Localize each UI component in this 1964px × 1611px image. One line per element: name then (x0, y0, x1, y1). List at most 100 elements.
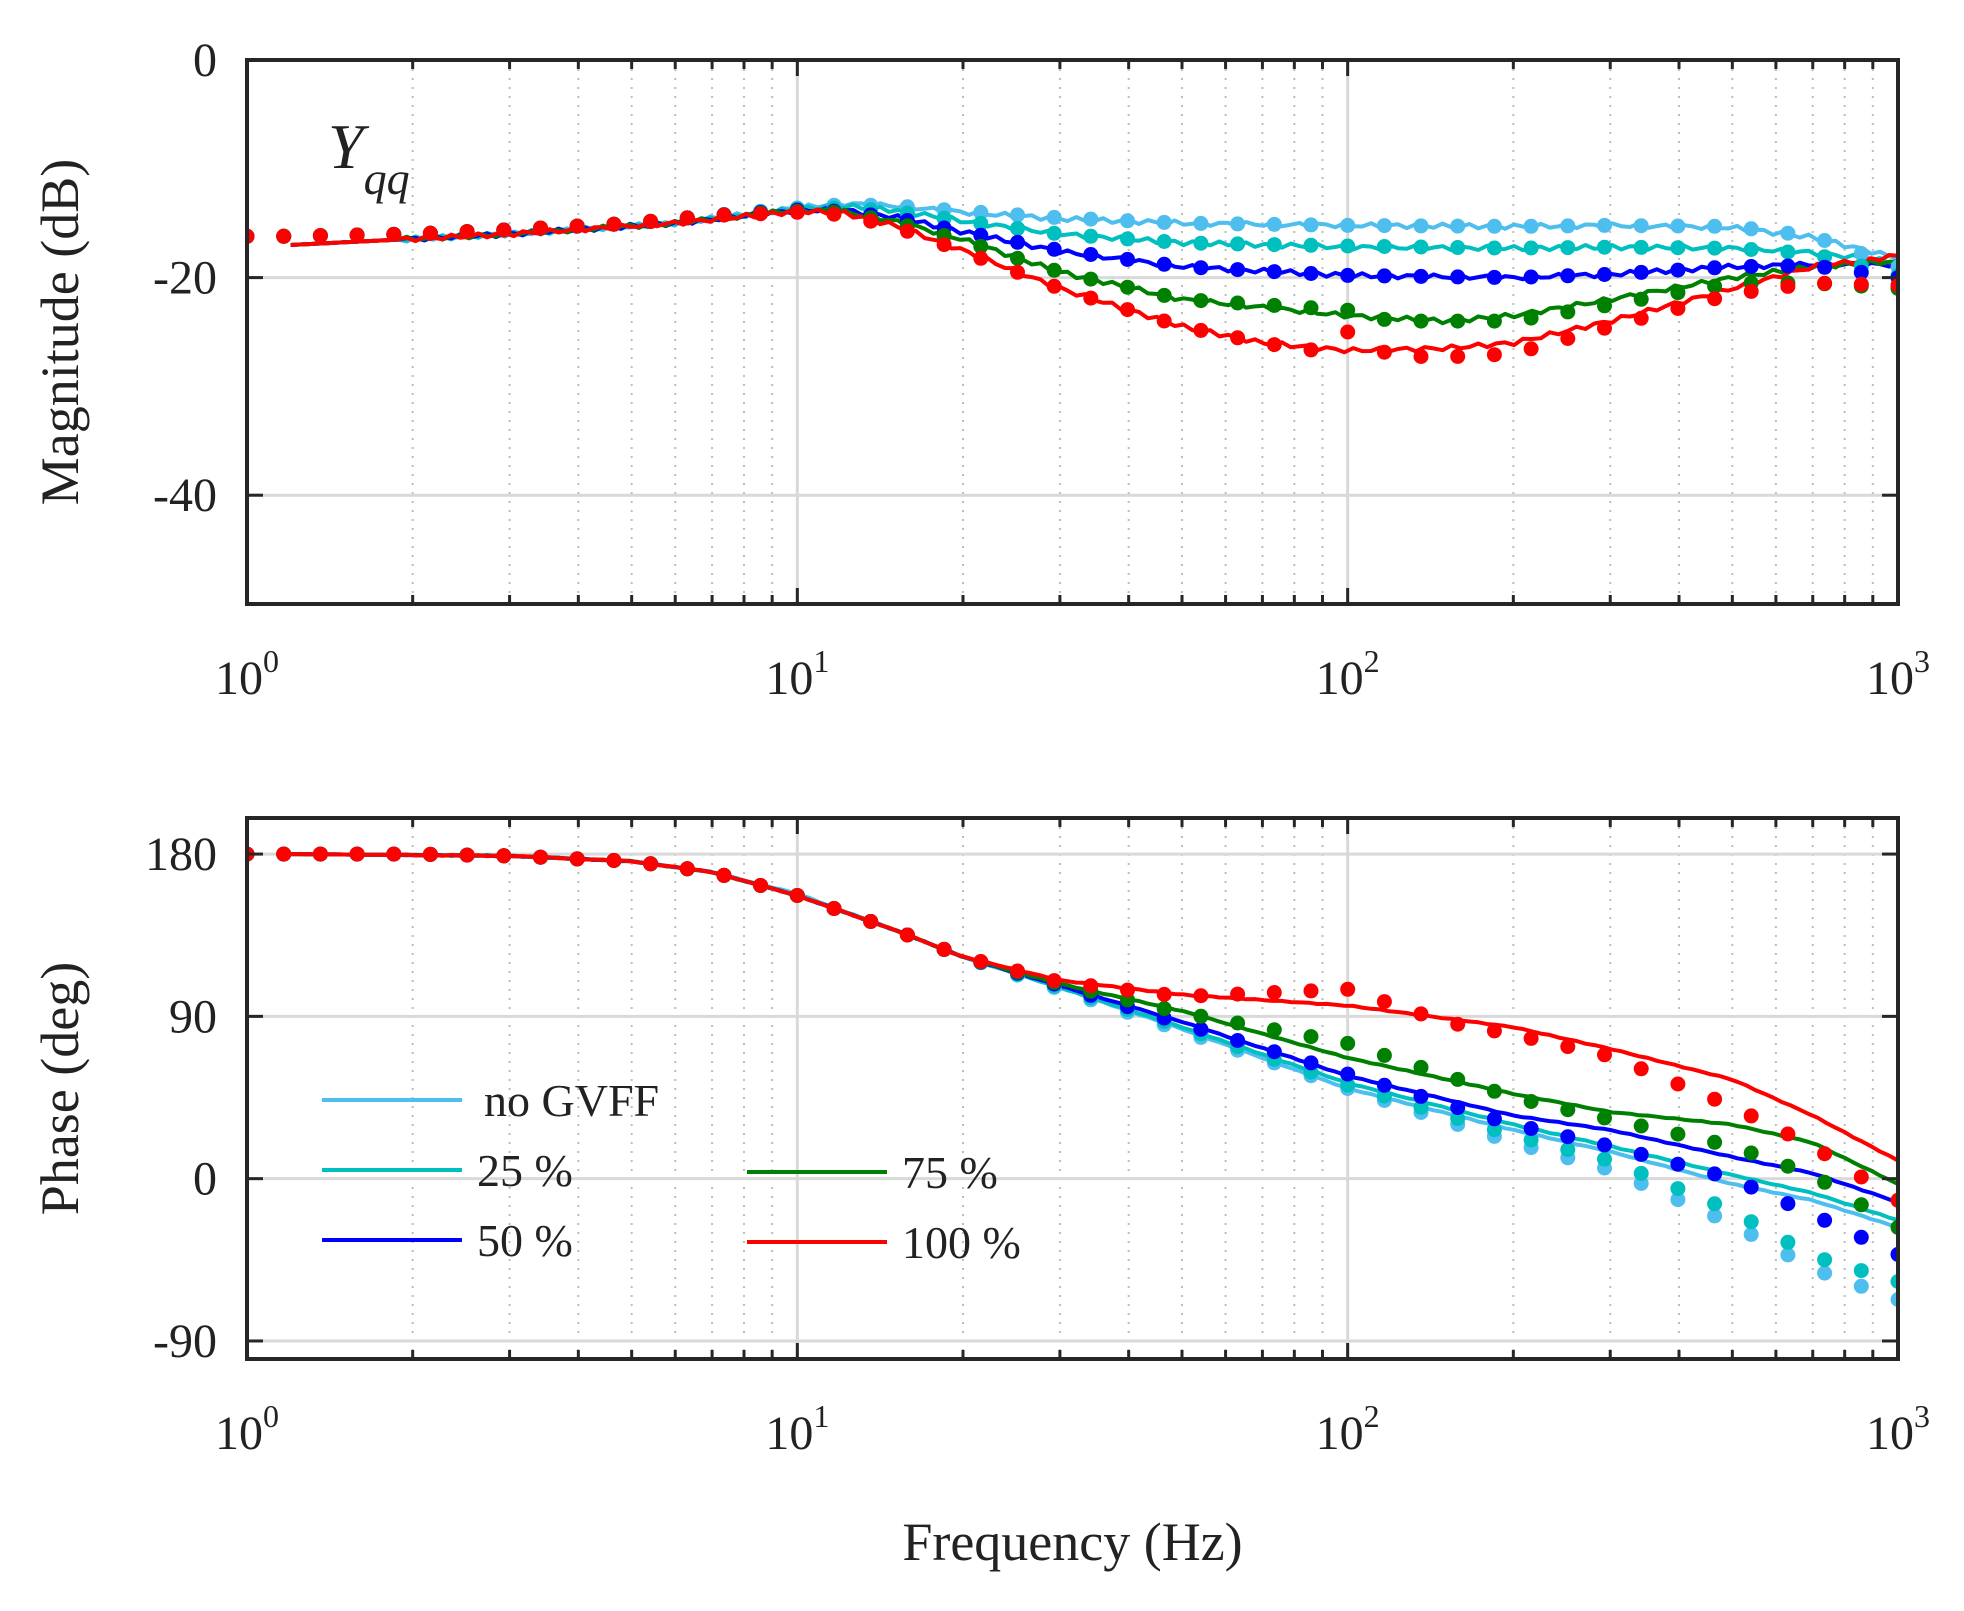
series-point-100 (386, 226, 402, 242)
series-point-100 (276, 228, 292, 244)
series-point-50 (1853, 264, 1869, 280)
series-point-25 (1817, 249, 1833, 265)
series-point-100 (422, 846, 438, 862)
x-tick-label: 102 (1316, 643, 1380, 705)
series-point-50 (1083, 247, 1099, 262)
series-point-no-gvff (1853, 246, 1869, 262)
series-point-75 (1597, 1110, 1612, 1126)
series-point-no-gvff (1486, 218, 1502, 234)
series-point-25 (1156, 234, 1172, 249)
series-point-100 (1010, 264, 1025, 280)
series-point-100 (1743, 283, 1759, 299)
series-point-50 (1156, 256, 1172, 272)
x-tick-label: 100 (215, 643, 279, 705)
series-point-50 (1597, 1137, 1612, 1153)
series-point-100 (1120, 302, 1135, 318)
series-point-25 (1597, 1151, 1612, 1167)
series-point-100 (1780, 278, 1796, 294)
series-point-no-gvff (1340, 217, 1356, 233)
series-point-25 (1193, 235, 1209, 251)
series-point-100 (1303, 342, 1319, 358)
axes-frame (245, 58, 1900, 606)
legend-label-no-gvff: no GVFF (484, 1075, 659, 1126)
annotation-label: Yqq (328, 111, 410, 204)
series-point-75 (1340, 1035, 1356, 1051)
series-point-100 (606, 216, 622, 232)
series-point-50 (1633, 264, 1649, 280)
series-point-no-gvff (1670, 218, 1686, 234)
series-point-no-gvff (1303, 217, 1319, 233)
series-point-100 (1707, 291, 1723, 307)
series-point-100 (1376, 994, 1392, 1010)
series-point-100 (973, 250, 989, 266)
series-point-100 (1303, 983, 1319, 999)
series-point-50 (1010, 234, 1025, 250)
series-point-100 (349, 846, 365, 862)
y-tick-label: -40 (153, 469, 217, 522)
series-point-50 (1743, 1179, 1759, 1195)
series-point-25 (1743, 242, 1759, 257)
x-tick-label: 102 (1316, 1398, 1380, 1460)
series-point-50 (1230, 262, 1246, 278)
series-point-100 (1120, 982, 1135, 998)
series-point-100 (1010, 963, 1025, 979)
series-point-100 (1193, 988, 1209, 1004)
series-point-75 (1340, 302, 1356, 318)
series-point-100 (643, 856, 659, 872)
series-point-100 (863, 914, 879, 929)
series-point-no-gvff (1780, 1247, 1796, 1263)
series-point-75 (1633, 1118, 1649, 1134)
series-point-100 (1780, 1126, 1796, 1142)
series-point-50 (1193, 1021, 1209, 1037)
series-point-100 (1413, 1006, 1429, 1022)
series-point-no-gvff (1853, 1278, 1869, 1294)
series-point-75 (1193, 293, 1209, 309)
series-point-100 (899, 223, 915, 239)
series-point-50 (1046, 241, 1062, 257)
series-point-100 (1266, 985, 1282, 1000)
series-point-25 (1523, 1132, 1539, 1148)
series-point-25 (1450, 240, 1466, 255)
series-point-75 (1560, 304, 1576, 320)
series-point-no-gvff (1266, 216, 1282, 232)
series-point-75 (1670, 1126, 1686, 1142)
series-point-25 (1046, 225, 1062, 241)
series-point-100 (1633, 310, 1649, 326)
series-point-25 (1853, 1263, 1869, 1279)
series-point-75 (1486, 1083, 1502, 1099)
series-point-25 (1340, 238, 1356, 254)
series-point-100 (826, 206, 842, 222)
series-point-25 (1633, 1165, 1649, 1181)
series-point-25 (1376, 1088, 1392, 1104)
series-point-100 (716, 867, 732, 883)
y-axis-label: Phase (deg) (30, 962, 90, 1215)
series-point-no-gvff (1780, 225, 1796, 241)
series-point-100 (1266, 337, 1282, 353)
series-point-100 (863, 213, 879, 229)
series-point-no-gvff (1230, 216, 1246, 232)
series-point-50 (1780, 258, 1796, 274)
series-point-100 (826, 901, 842, 916)
series-point-25 (1376, 239, 1392, 254)
series-point-100 (936, 237, 952, 253)
series-point-75 (1413, 1059, 1429, 1075)
series-point-50 (1633, 1146, 1649, 1162)
series-point-100 (753, 206, 769, 222)
series-point-50 (1743, 259, 1759, 274)
series-point-25 (1780, 244, 1796, 260)
series-point-75 (1523, 310, 1539, 326)
series-point-100 (1083, 978, 1099, 994)
series-point-100 (789, 204, 805, 220)
series-point-25 (1523, 240, 1539, 256)
series-point-75 (1230, 1015, 1246, 1031)
series-point-25 (1450, 1110, 1466, 1126)
series-point-25 (1303, 237, 1319, 253)
series-point-100 (1743, 1108, 1759, 1124)
series-point-50 (1230, 1033, 1246, 1048)
series-point-100 (1340, 324, 1356, 340)
series-point-100 (716, 207, 732, 223)
chart-phase: 180 90 0 -90 100 101 102 103 Phase (deg) Frequenc… (30, 816, 1930, 1572)
series-point-50 (1707, 260, 1723, 276)
series-point-75 (1193, 1008, 1209, 1024)
